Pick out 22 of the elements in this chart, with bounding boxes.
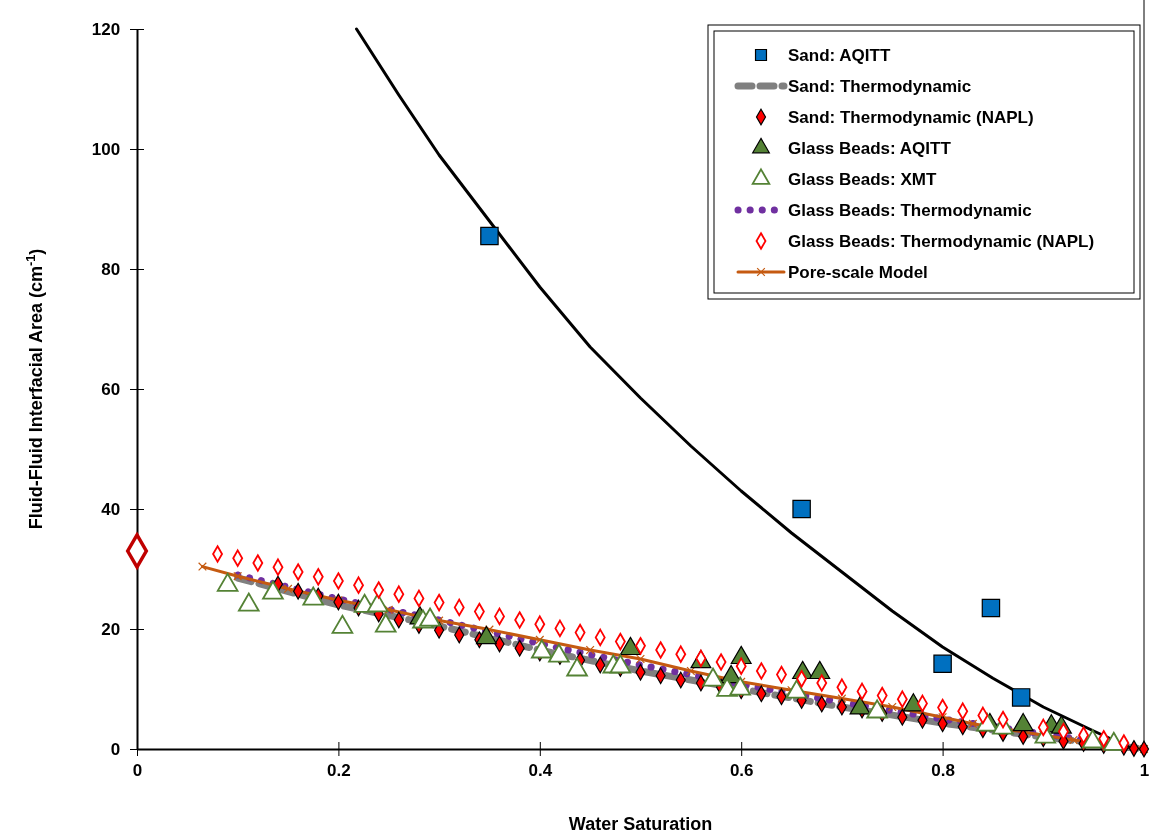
y-tick-label: 0 xyxy=(110,739,121,759)
x-tick-label: 0.4 xyxy=(528,761,553,780)
x-tick-label: 0.2 xyxy=(327,761,351,780)
y-tick-label: 100 xyxy=(91,139,121,159)
legend-label: Glass Beads: Thermodynamic (NAPL) xyxy=(788,232,1095,251)
legend-label: Pore-scale Model xyxy=(788,263,928,282)
legend-label: Glass Beads: XMT xyxy=(788,170,937,189)
legend-label: Glass Beads: Thermodynamic xyxy=(788,201,1032,220)
legend-label: Sand: Thermodynamic (NAPL) xyxy=(788,108,1034,127)
y-tick-label: 40 xyxy=(101,499,121,519)
y-tick-label: 20 xyxy=(101,619,121,639)
legend-label: Glass Beads: AQITT xyxy=(788,139,952,158)
x-tick-label: 0.8 xyxy=(931,761,955,780)
x-tick-label: 0 xyxy=(132,761,143,780)
y-tick-label: 80 xyxy=(101,259,121,279)
y-tick-label: 120 xyxy=(91,19,121,39)
y-tick-label: 60 xyxy=(101,379,121,399)
legend-label: Sand: AQITT xyxy=(788,46,891,65)
legend-label: Sand: Thermodynamic xyxy=(788,77,972,96)
x-tick-label: 0.6 xyxy=(729,761,754,780)
x-tick-label: 1 xyxy=(1139,761,1150,780)
x-axis-title: Water Saturation xyxy=(568,814,713,834)
